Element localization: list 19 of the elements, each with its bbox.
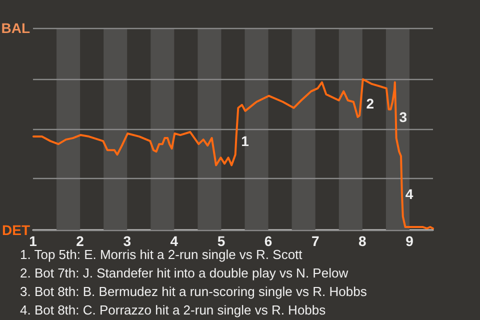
x-tick-label: 6 [264,233,272,249]
annotation: 2 [366,95,374,112]
x-tick-label: 5 [217,233,226,249]
x-tick-label: 4 [170,233,178,249]
x-tick-label: 2 [76,233,84,249]
text: 1. Top 5th: E. Morris hit a 2-run single vs R. Scott [20,247,303,262]
text: 3. Bot 8th: B. Bermudez hit a run-scoring single vs R. Hobbs [20,284,368,299]
ref-line-label: BAL [1,20,30,36]
ref-line-label: DET [2,222,30,238]
annotation: 1 [241,133,250,150]
text: 2. Bot 7th: J. Standefer hit into a double play vs N. Pelow [20,266,349,280]
x-tick-label: 8 [358,233,367,249]
x-tick-label: 1 [29,233,38,249]
text: 4. Bot 8th: C. Porrazzo hit a 2-run single vs R. Hobbs [20,302,326,318]
annotation: 3 [399,108,408,125]
x-tick-label: 9 [406,233,414,249]
x-tick-label: 3 [123,233,132,249]
x-tick-label: 7 [311,233,320,249]
annotation: 4 [405,186,414,202]
